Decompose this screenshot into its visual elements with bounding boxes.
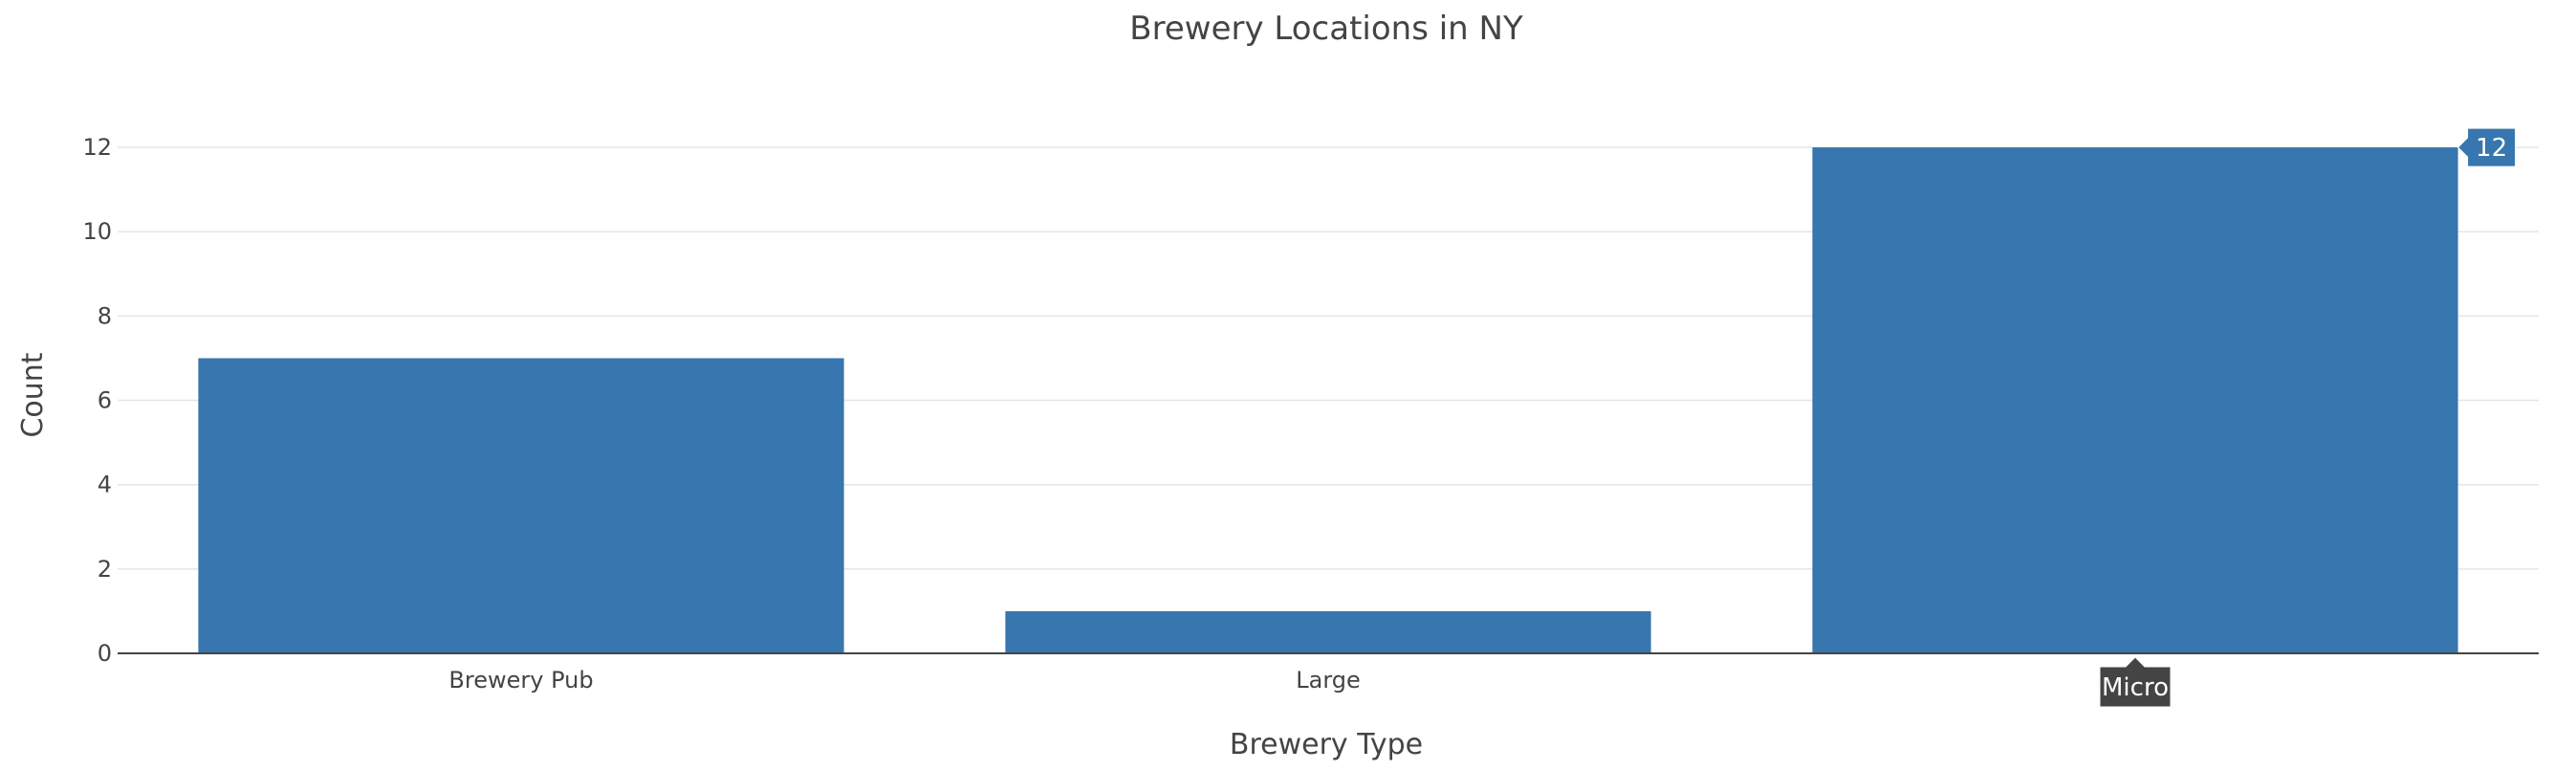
y-tick-label: 4 (98, 472, 112, 498)
x-tick-label: Brewery Pub (448, 667, 593, 694)
chart-title: Brewery Locations in NY (1129, 10, 1523, 48)
x-axis-title: Brewery Type (1230, 728, 1423, 761)
y-tick-label: 2 (98, 556, 112, 583)
hover-value-label: 12 (2476, 134, 2507, 163)
y-tick-label: 10 (82, 218, 112, 245)
y-tick-label: 8 (98, 302, 112, 329)
hover-category-label-box (2099, 656, 2172, 708)
hover-labels: 12 Micro (2099, 127, 2517, 708)
x-tick-labels: Brewery Pub Large (448, 667, 1360, 694)
bar-micro[interactable] (1812, 147, 2458, 654)
bars (198, 147, 2458, 654)
y-axis-title: Count (16, 352, 50, 437)
hover-value-label-box (2456, 127, 2517, 167)
x-tick-label: Large (1296, 667, 1361, 694)
bar-large[interactable] (1005, 610, 1651, 653)
y-tick-label: 0 (98, 640, 112, 667)
y-tick-labels: 0 2 4 6 8 10 12 (82, 134, 112, 667)
bar-brewery-pub[interactable] (198, 358, 844, 653)
hover-category-label: Micro (2102, 673, 2169, 702)
y-tick-label: 6 (98, 387, 112, 414)
y-tick-label: 12 (82, 134, 112, 161)
